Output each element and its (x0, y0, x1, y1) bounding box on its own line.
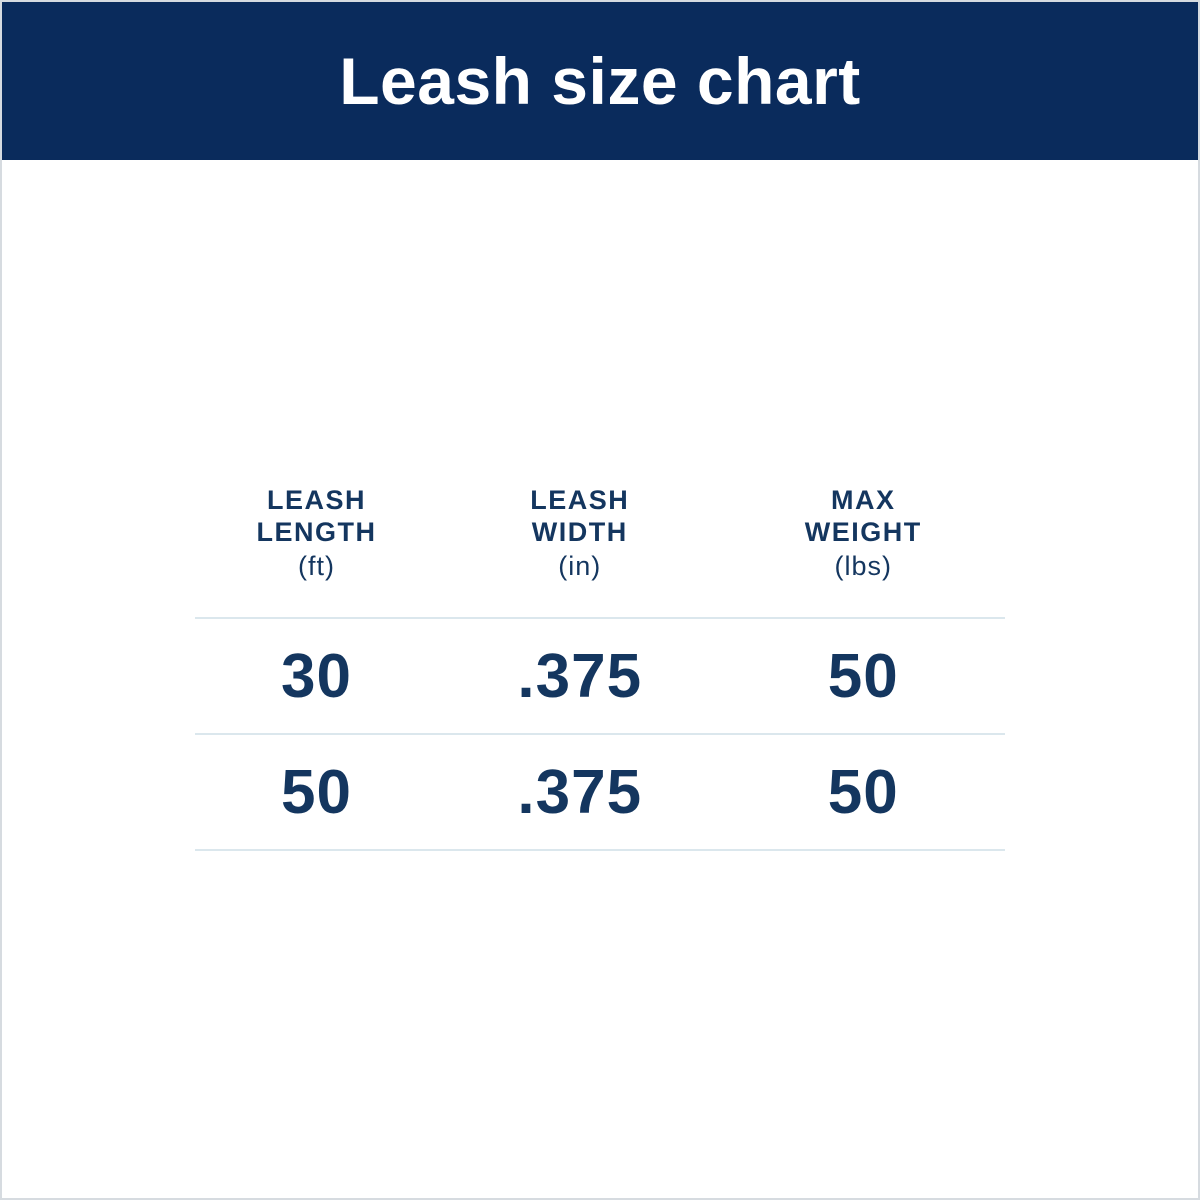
cell-leash-width: .375 (517, 641, 643, 711)
column-header-unit: (lbs) (834, 551, 892, 581)
column-header-label: WEIGHT (804, 517, 922, 547)
column-header-max-weight: MAX WEIGHT (lbs) (722, 484, 1006, 583)
page-title: Leash size chart (339, 44, 861, 118)
cell-max-weight: 50 (827, 641, 899, 711)
cell-leash-width: .375 (517, 757, 643, 827)
column-header-label: LEASH (266, 485, 366, 515)
cell-leash-length: 50 (281, 757, 352, 827)
table-row: 50 .375 50 (195, 735, 1005, 851)
column-header-unit: (ft) (298, 551, 335, 581)
size-table: LEASH LENGTH (ft) LEASH WIDTH (in) MAX W… (195, 484, 1005, 851)
table-header-row: LEASH LENGTH (ft) LEASH WIDTH (in) MAX W… (195, 484, 1005, 583)
cell-leash-length: 30 (281, 641, 352, 711)
column-header-label: LENGTH (256, 517, 377, 547)
table-body: 30 .375 50 50 .375 50 (195, 617, 1005, 851)
title-banner: Leash size chart (2, 2, 1198, 160)
column-header-leash-length: LEASH LENGTH (ft) (195, 484, 438, 583)
cell-max-weight: 50 (827, 757, 899, 827)
column-header-label: LEASH (530, 485, 630, 515)
table-row: 30 .375 50 (195, 619, 1005, 735)
column-header-label: MAX (831, 485, 896, 515)
column-header-unit: (in) (558, 551, 602, 581)
column-header-label: WIDTH (531, 517, 628, 547)
column-header-leash-width: LEASH WIDTH (in) (438, 484, 722, 583)
